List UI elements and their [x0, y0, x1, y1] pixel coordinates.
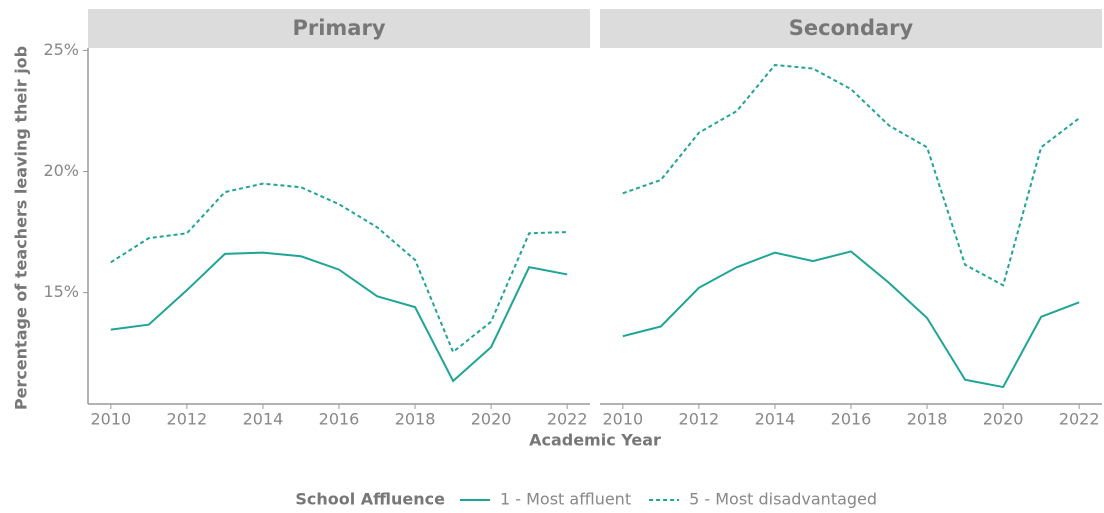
- series-line: [110, 182, 568, 354]
- x-tick-label: 2018: [907, 410, 948, 429]
- x-tick-label: 2014: [755, 410, 796, 429]
- x-tick-label: 2016: [319, 410, 360, 429]
- x-tick-label: 2022: [1059, 410, 1100, 429]
- x-tick-label: 2010: [90, 410, 131, 429]
- x-tick-label: 2020: [983, 410, 1024, 429]
- legend-title: School Affluence: [295, 490, 445, 509]
- y-tick-label: 15%: [43, 282, 79, 301]
- x-tick-label: 2016: [831, 410, 872, 429]
- x-tick-label: 2010: [602, 410, 643, 429]
- x-tick-label: 2018: [395, 410, 436, 429]
- facet-strip: [600, 9, 1102, 48]
- x-axis-label: Academic Year: [529, 431, 661, 450]
- y-axis-label: Percentage of teachers leaving their job: [12, 46, 31, 410]
- x-tick-label: 2012: [167, 410, 208, 429]
- facet-title: Secondary: [789, 16, 914, 40]
- facet-strip: [88, 9, 590, 48]
- series-line: [622, 63, 1080, 287]
- legend-label: 5 - Most disadvantaged: [689, 490, 877, 509]
- x-tick-label: 2014: [243, 410, 284, 429]
- series-line: [110, 251, 568, 383]
- y-tick-label: 25%: [43, 40, 79, 59]
- facet-title: Primary: [292, 16, 385, 40]
- x-tick-label: 2012: [679, 410, 720, 429]
- legend-label: 1 - Most affluent: [500, 490, 631, 509]
- x-tick-label: 2020: [471, 410, 512, 429]
- series-line: [622, 250, 1080, 389]
- y-tick-label: 20%: [43, 161, 79, 180]
- x-tick-label: 2022: [547, 410, 588, 429]
